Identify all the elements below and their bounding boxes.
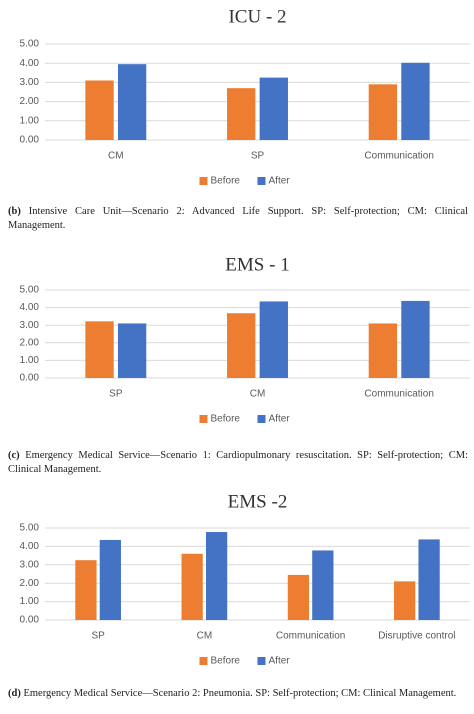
bar bbox=[85, 321, 114, 378]
caption: (b) Intensive Care Unit—Scenario 2: Adva… bbox=[8, 205, 468, 233]
y-tick-label: 4.00 bbox=[20, 58, 40, 69]
y-tick-label: 0.00 bbox=[20, 615, 40, 626]
legend-swatch bbox=[199, 177, 208, 185]
x-tick-label: Communication bbox=[364, 151, 433, 162]
bar bbox=[181, 553, 203, 620]
caption-text: Emergency Medical Service—Scenario 1: Ca… bbox=[8, 450, 468, 475]
x-tick-label: CM bbox=[108, 151, 124, 162]
bar bbox=[227, 313, 256, 378]
chart-title: ICU - 2 bbox=[228, 6, 286, 27]
y-tick-label: 0.00 bbox=[20, 373, 40, 384]
x-tick-label: Disruptive control bbox=[378, 631, 455, 642]
x-tick-label: Communication bbox=[364, 389, 433, 400]
y-tick-label: 3.00 bbox=[20, 320, 40, 331]
y-tick-label: 2.00 bbox=[20, 96, 40, 107]
bar bbox=[75, 560, 97, 620]
caption: (d) Emergency Medical Service—Scenario 2… bbox=[8, 687, 468, 701]
bar bbox=[368, 323, 398, 378]
bar bbox=[85, 80, 114, 140]
bar bbox=[418, 539, 440, 620]
x-tick-label: SP bbox=[91, 631, 105, 642]
bar bbox=[368, 84, 398, 140]
caption-label: (d) bbox=[8, 688, 21, 699]
bar bbox=[259, 77, 288, 140]
legend-swatch bbox=[257, 415, 266, 423]
y-tick-label: 5.00 bbox=[20, 39, 40, 50]
caption-label: (c) bbox=[8, 450, 20, 461]
bar bbox=[394, 581, 416, 620]
chart-title: EMS -2 bbox=[228, 491, 288, 512]
bar bbox=[287, 574, 310, 620]
x-tick-label: CM bbox=[250, 389, 266, 400]
x-tick-label: CM bbox=[197, 631, 213, 642]
caption-text: Emergency Medical Service—Scenario 2: Pn… bbox=[23, 688, 457, 699]
bar bbox=[117, 323, 147, 378]
y-tick-label: 1.00 bbox=[20, 115, 40, 126]
x-tick-label: SP bbox=[251, 151, 265, 162]
legend-swatch bbox=[257, 177, 266, 185]
x-tick-label: SP bbox=[109, 389, 123, 400]
legend-label: Before bbox=[211, 176, 241, 187]
legend-swatch bbox=[257, 657, 266, 665]
bar bbox=[312, 550, 334, 620]
bar bbox=[401, 300, 430, 378]
y-tick-label: 3.00 bbox=[20, 77, 40, 88]
x-tick-label: Communication bbox=[276, 631, 345, 642]
y-tick-label: 4.00 bbox=[20, 302, 40, 313]
bar bbox=[99, 539, 121, 620]
bar bbox=[401, 62, 430, 140]
y-tick-label: 2.00 bbox=[20, 337, 40, 348]
legend-label: After bbox=[269, 414, 291, 425]
y-tick-label: 5.00 bbox=[20, 285, 40, 296]
y-tick-label: 3.00 bbox=[20, 559, 40, 570]
legend-swatch bbox=[199, 657, 208, 665]
y-tick-label: 4.00 bbox=[20, 541, 40, 552]
y-tick-label: 5.00 bbox=[20, 523, 40, 534]
legend-label: After bbox=[269, 656, 291, 667]
y-tick-label: 1.00 bbox=[20, 355, 40, 366]
legend-label: Before bbox=[211, 414, 241, 425]
legend-label: After bbox=[269, 176, 291, 187]
caption-text: Intensive Care Unit—Scenario 2: Advanced… bbox=[8, 206, 468, 231]
legend-label: Before bbox=[211, 656, 241, 667]
y-tick-label: 1.00 bbox=[20, 596, 40, 607]
bar bbox=[259, 301, 288, 378]
bar bbox=[227, 88, 256, 140]
y-tick-label: 2.00 bbox=[20, 578, 40, 589]
legend-swatch bbox=[199, 415, 208, 423]
caption-label: (b) bbox=[8, 206, 21, 217]
y-tick-label: 0.00 bbox=[20, 135, 40, 146]
caption: (c) Emergency Medical Service—Scenario 1… bbox=[8, 449, 468, 477]
bar bbox=[117, 64, 147, 140]
chart-title: EMS - 1 bbox=[225, 254, 289, 275]
bar bbox=[205, 532, 228, 620]
